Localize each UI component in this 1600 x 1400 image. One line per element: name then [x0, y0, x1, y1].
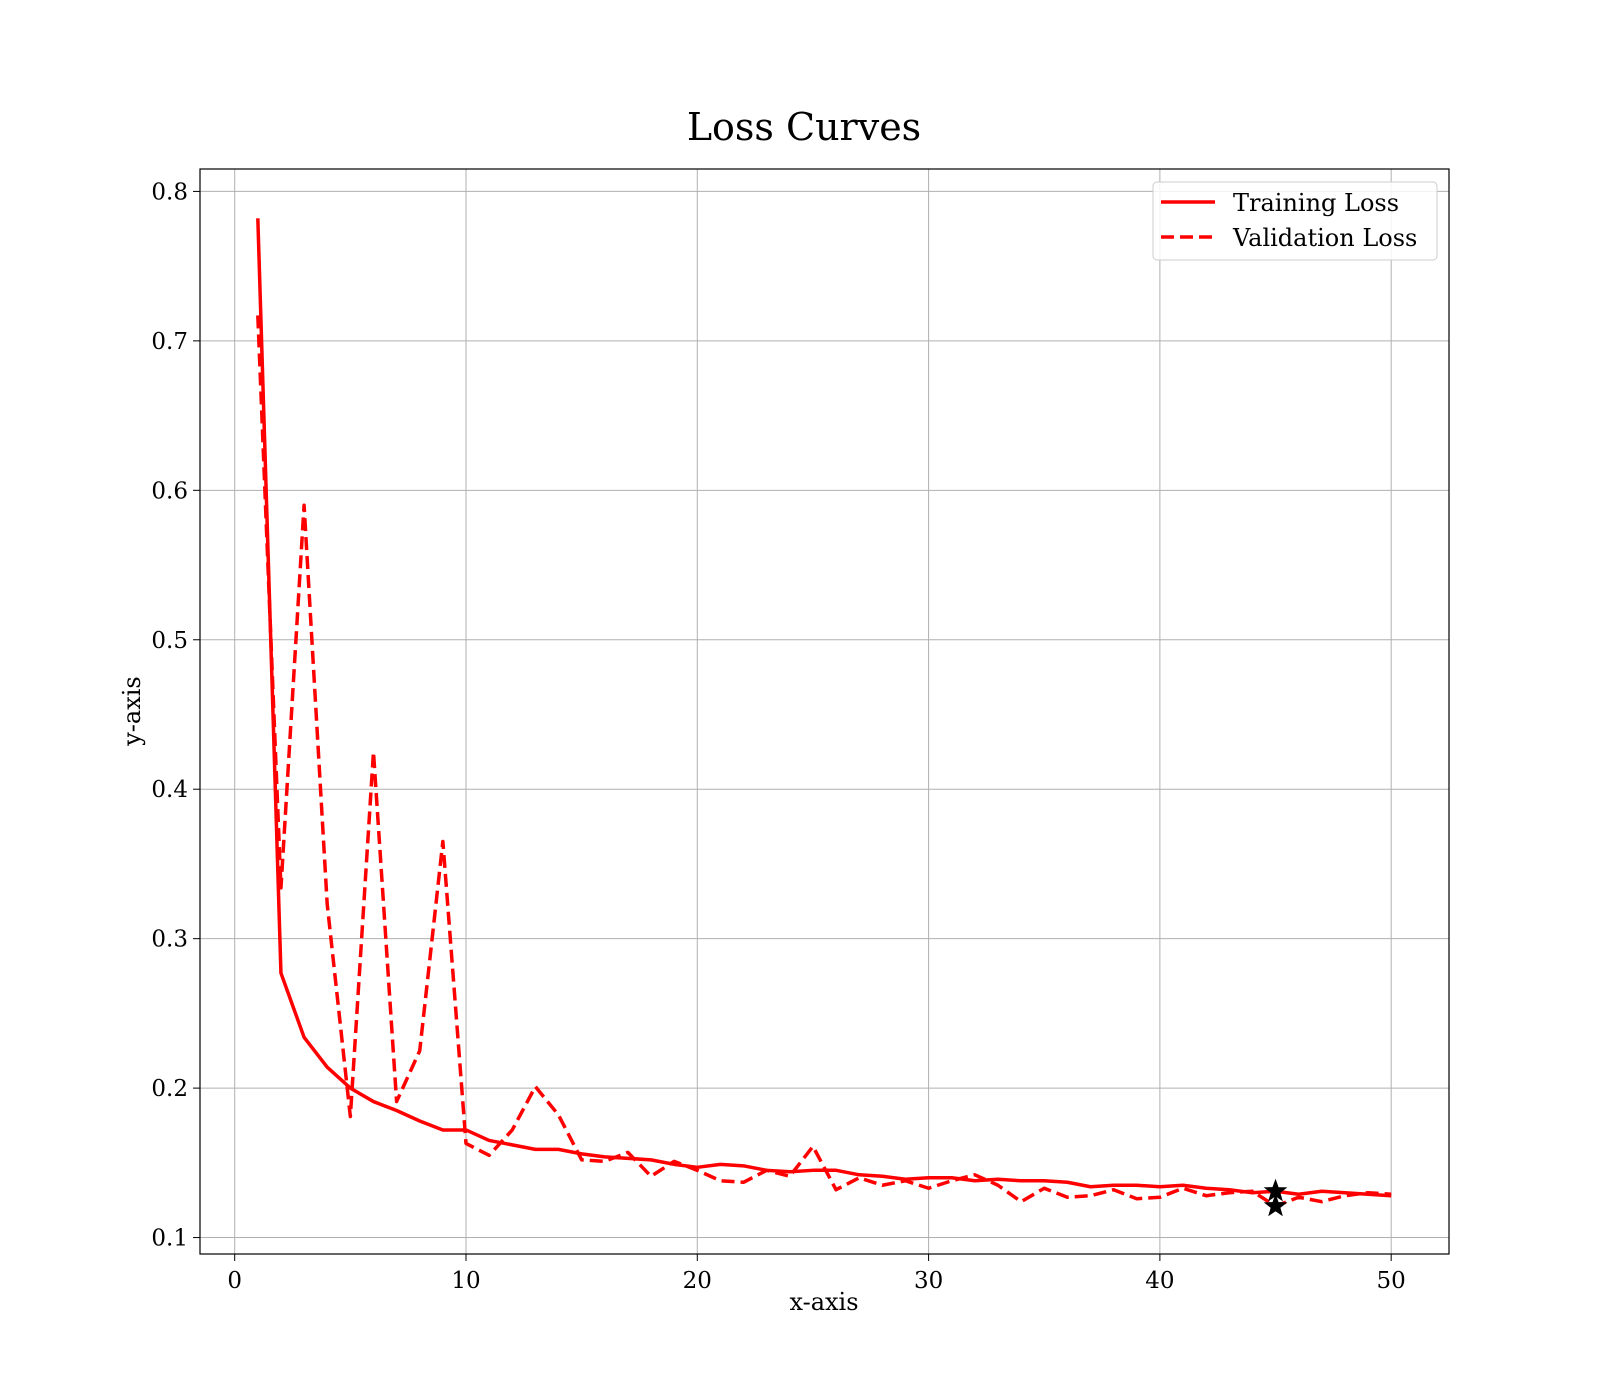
series-line-validation-loss [256, 315, 1392, 1208]
best-epoch-marker-validation-loss [1263, 1193, 1288, 1217]
x-tick-label: 20 [683, 1268, 712, 1294]
x-tick-label: 10 [451, 1268, 480, 1294]
legend-label-validation-loss: Validation Loss [1232, 224, 1417, 252]
grid-lines [200, 169, 1449, 1254]
y-tick-label: 0.1 [151, 1226, 188, 1252]
legend: Training Loss Validation Loss [1152, 181, 1438, 261]
y-tick-label: 0.6 [151, 478, 188, 504]
x-tick-label: 0 [227, 1268, 242, 1294]
chart-title: Loss Curves [687, 105, 921, 149]
marker-layer [1263, 1178, 1288, 1217]
y-axis-ticks: 0.1 0.2 0.3 0.4 0.5 0.6 0.7 0.8 [151, 179, 200, 1252]
x-tick-label: 40 [1145, 1268, 1174, 1294]
x-tick-label: 50 [1377, 1268, 1406, 1294]
y-axis-label: y-axis [118, 676, 146, 747]
y-tick-label: 0.4 [151, 777, 188, 803]
y-tick-label: 0.3 [151, 927, 188, 953]
series-layer [256, 218, 1392, 1208]
legend-box [1152, 181, 1438, 261]
legend-label-training-loss: Training Loss [1233, 189, 1399, 217]
x-axis-ticks: 0 10 20 30 40 50 [227, 1254, 1406, 1294]
plot-area-frame [199, 168, 1450, 1255]
y-tick-label: 0.8 [151, 179, 188, 205]
x-tick-label: 30 [914, 1268, 943, 1294]
y-tick-label: 0.5 [151, 628, 188, 654]
y-tick-label: 0.7 [151, 329, 188, 355]
x-axis-label: x-axis [789, 1288, 858, 1316]
y-tick-label: 0.2 [151, 1076, 188, 1102]
